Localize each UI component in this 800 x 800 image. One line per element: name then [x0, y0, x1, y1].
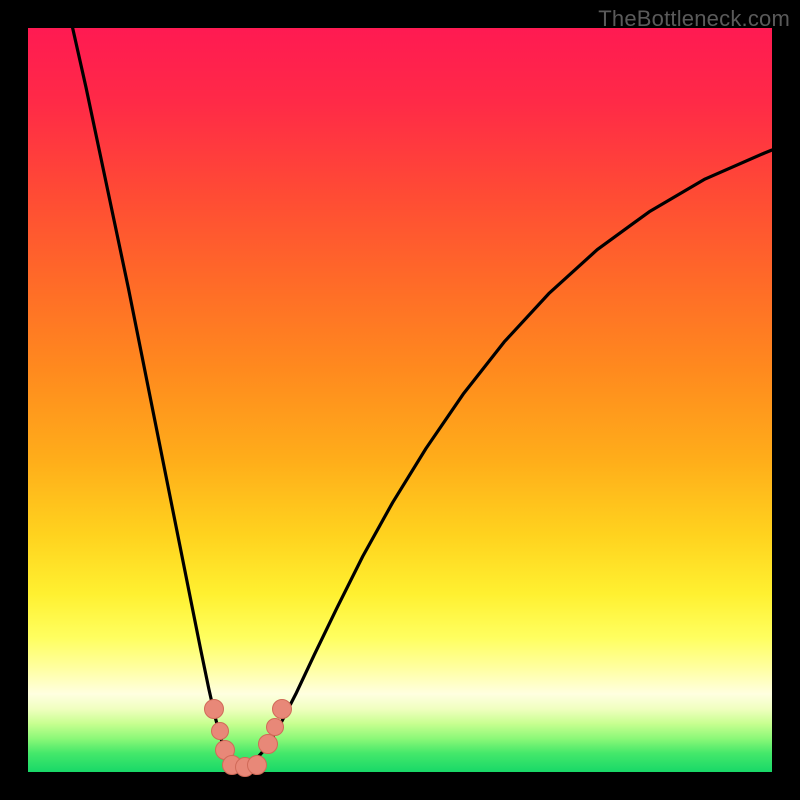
curve-marker [272, 699, 292, 719]
curve-marker [247, 755, 267, 775]
curve-marker [266, 718, 284, 736]
curve-marker [258, 734, 278, 754]
chart-frame: TheBottleneck.com [0, 0, 800, 800]
curve-marker [211, 722, 229, 740]
watermark-text: TheBottleneck.com [598, 6, 790, 32]
bottleneck-curve [28, 28, 772, 772]
plot-area [28, 28, 772, 772]
curve-marker [204, 699, 224, 719]
